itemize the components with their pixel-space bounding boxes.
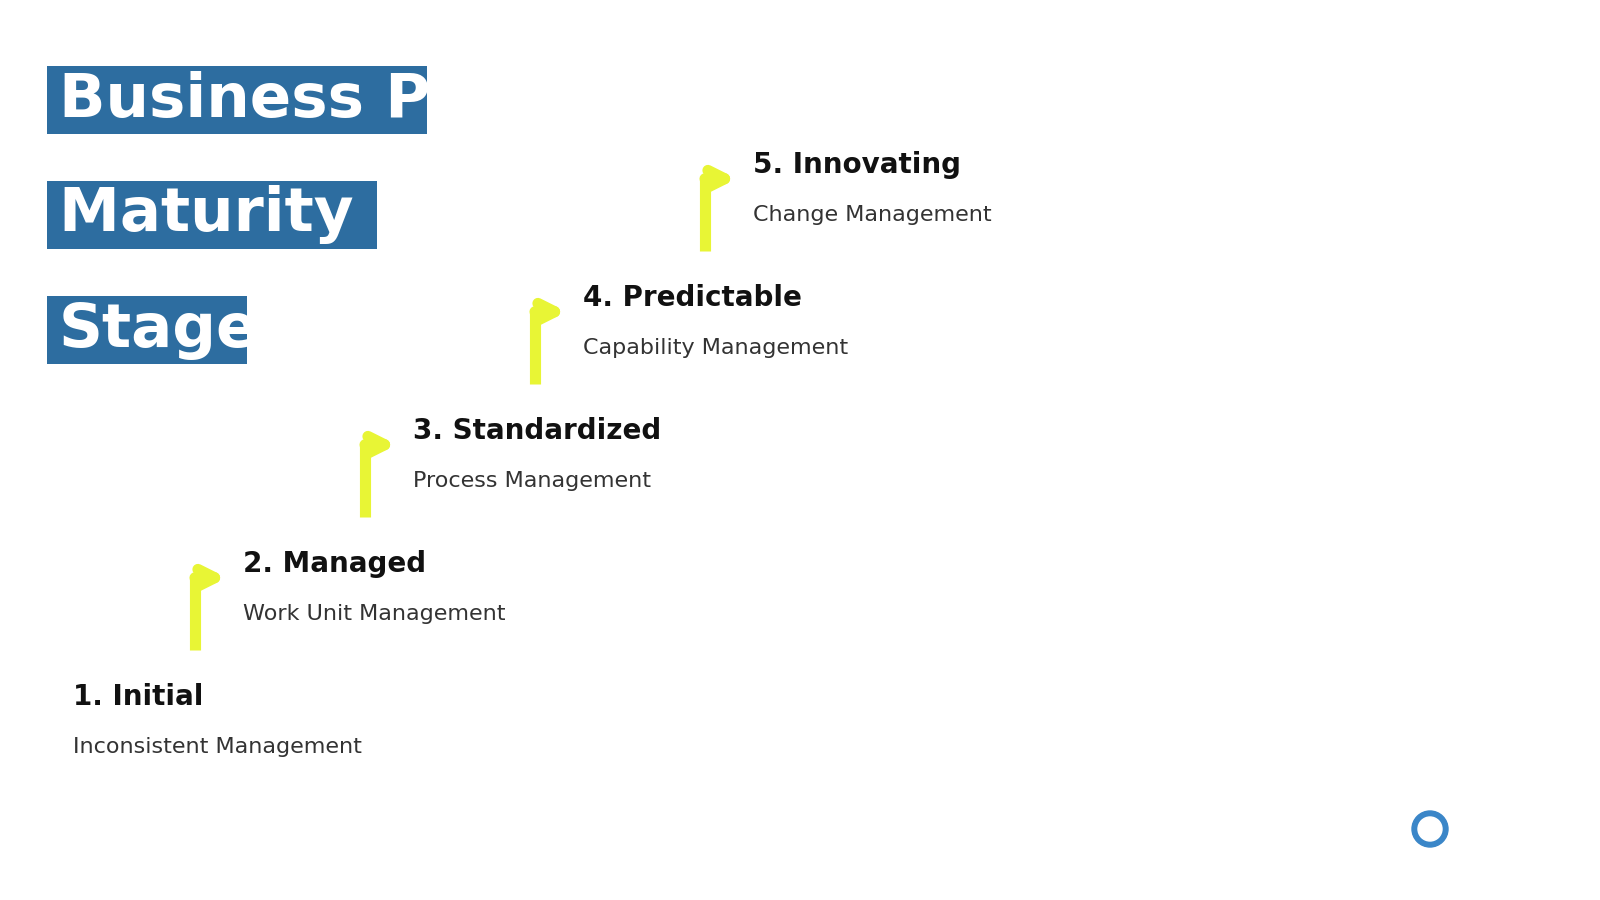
Circle shape (1448, 821, 1469, 841)
Text: Process Management: Process Management (413, 472, 651, 491)
Circle shape (1434, 812, 1459, 838)
FancyBboxPatch shape (565, 251, 1045, 386)
FancyBboxPatch shape (734, 118, 1214, 253)
Text: Work Unit Management: Work Unit Management (243, 604, 506, 625)
Text: Capability Management: Capability Management (582, 338, 848, 358)
Text: Business Process: Business Process (59, 70, 653, 130)
Circle shape (1416, 805, 1443, 833)
FancyBboxPatch shape (395, 384, 875, 519)
Text: 2. Managed: 2. Managed (243, 550, 426, 579)
Text: Inconsistent Management: Inconsistent Management (74, 737, 362, 757)
FancyBboxPatch shape (1390, 823, 1470, 843)
Text: 3. Standardized: 3. Standardized (413, 418, 661, 446)
Circle shape (1395, 809, 1429, 841)
Text: Stages: Stages (59, 301, 294, 359)
FancyBboxPatch shape (46, 181, 378, 249)
FancyBboxPatch shape (46, 296, 246, 364)
Text: Change Management: Change Management (754, 205, 992, 225)
Text: 1. Initial: 1. Initial (74, 683, 203, 711)
Text: Maturity Model: Maturity Model (59, 185, 584, 245)
Text: 4. Predictable: 4. Predictable (582, 284, 802, 312)
Text: quixy: quixy (1478, 808, 1600, 850)
Text: 5. Innovating: 5. Innovating (754, 151, 962, 179)
FancyBboxPatch shape (54, 650, 534, 785)
Circle shape (1418, 817, 1442, 841)
FancyBboxPatch shape (46, 66, 427, 134)
FancyBboxPatch shape (226, 517, 706, 652)
Circle shape (1390, 821, 1410, 841)
Circle shape (1413, 811, 1448, 847)
